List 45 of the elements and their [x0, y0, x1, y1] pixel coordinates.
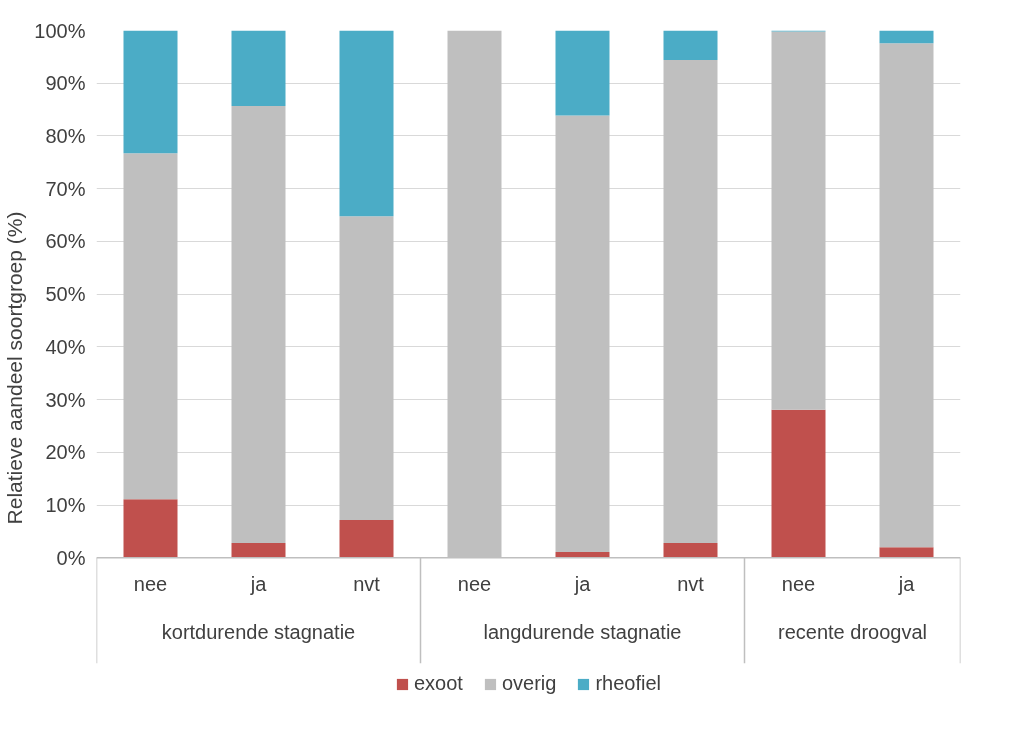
legend-label: exoot [413, 672, 463, 695]
legend-label: overig [501, 672, 557, 695]
text: recente droogval [778, 620, 927, 643]
bar [339, 216, 394, 520]
x-tick-label: ja [897, 573, 916, 596]
y-tick-label: 10% [45, 494, 86, 517]
x-tick-label: nvt [353, 573, 381, 596]
y-tick-label: 100% [34, 19, 86, 42]
bar [663, 60, 718, 544]
y-tick-label: 90% [45, 72, 86, 95]
bar [555, 30, 610, 116]
y-tick-label: 60% [45, 230, 86, 253]
bar [123, 30, 178, 154]
x-tick-label: nee [457, 573, 492, 596]
bar [339, 519, 394, 558]
legend-label: rheofiel [595, 672, 662, 695]
y-tick-label: 20% [45, 441, 86, 464]
text: kortdurende stagnatie [161, 620, 356, 643]
x-tick-label: nee [133, 573, 168, 596]
y-axis-title: Relatieve aandeel soortgroep (%) [3, 211, 27, 525]
bar [123, 499, 178, 558]
bar [771, 409, 826, 558]
bar [771, 31, 826, 410]
bar [555, 115, 610, 553]
y-tick-label: 80% [45, 124, 86, 147]
bar [231, 105, 286, 544]
text: langdurende stagnatie [483, 620, 682, 643]
y-tick-label: 70% [45, 177, 86, 200]
y-tick-label: 50% [45, 283, 86, 306]
bar [879, 30, 934, 44]
y-tick-label: 0% [56, 546, 86, 569]
bar [879, 547, 934, 558]
x-tick-label: ja [249, 573, 268, 596]
x-tick-label: ja [573, 573, 592, 596]
x-tick-label: nee [781, 573, 816, 596]
x-tick-label: nvt [677, 573, 705, 596]
bar [879, 43, 934, 548]
y-tick-label: 40% [45, 335, 86, 358]
bar [663, 543, 718, 558]
bar [663, 30, 718, 61]
y-tick-label: 30% [45, 388, 86, 411]
bar [339, 30, 394, 217]
bar [231, 30, 286, 106]
bar [123, 153, 178, 500]
bar [231, 543, 286, 558]
